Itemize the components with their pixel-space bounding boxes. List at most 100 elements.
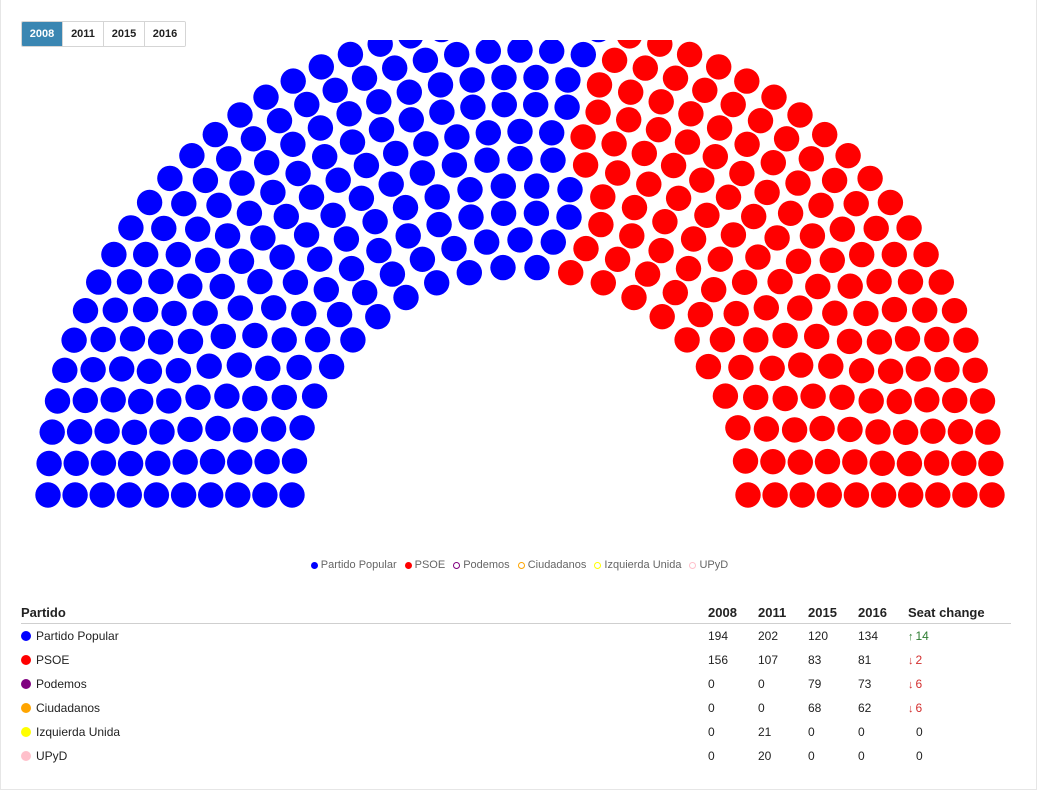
seat-dot	[652, 209, 678, 235]
seat-dot	[734, 131, 760, 157]
party-cell: PSOE	[21, 648, 708, 672]
seat-dot	[808, 192, 834, 218]
seat-dot	[396, 79, 422, 105]
seat-dot	[226, 352, 252, 378]
seat-dot	[80, 357, 106, 383]
seat-change-value: 14	[915, 629, 929, 643]
tab-2011[interactable]: 2011	[63, 22, 104, 46]
seat-dot	[72, 298, 99, 324]
seat-dot	[491, 64, 517, 91]
tab-2015[interactable]: 2015	[104, 22, 145, 46]
legend-item[interactable]: UPyD	[689, 559, 728, 571]
seat-dot	[491, 92, 517, 118]
seat-dot	[429, 99, 455, 125]
seat-dot	[507, 40, 533, 63]
seat-dot	[819, 247, 845, 273]
tab-2008[interactable]: 2008	[22, 22, 63, 46]
seat-dot	[764, 225, 790, 251]
seat-dot	[490, 254, 516, 281]
seat-dot	[214, 223, 241, 249]
seat-dot	[318, 353, 345, 380]
seat-dot	[798, 146, 824, 172]
seat-dot	[426, 211, 452, 238]
seat-dot	[978, 450, 1004, 477]
seat-dot	[753, 295, 779, 321]
seat-dot	[662, 65, 689, 91]
legend-item[interactable]: Ciudadanos	[517, 559, 586, 571]
seat-dot	[848, 358, 875, 384]
legend-item[interactable]: PSOE	[404, 559, 445, 571]
legend-item[interactable]: Partido Popular	[310, 559, 397, 571]
seat-dot	[694, 202, 720, 228]
seat-dot	[413, 131, 439, 157]
seat-dot	[849, 241, 875, 268]
party-color-dot	[21, 655, 31, 665]
seat-dot	[179, 143, 205, 169]
seat-dot	[788, 352, 814, 378]
seat-dot	[787, 102, 813, 128]
seat-dot	[692, 77, 718, 103]
seat-dot	[348, 185, 375, 211]
seat-dot	[975, 419, 1001, 445]
seat-dot	[743, 327, 769, 353]
arrow-down-icon: ↓	[908, 679, 914, 691]
seat-dot	[836, 328, 863, 355]
seat-dot	[66, 419, 93, 445]
seat-dot	[632, 55, 658, 81]
seat-dot	[118, 215, 144, 241]
seat-dot	[837, 273, 863, 299]
seat-dot	[128, 388, 154, 415]
seat-dot	[590, 270, 616, 296]
seat-dot	[192, 167, 219, 194]
seat-dot	[953, 327, 979, 353]
arrow-up-icon: ↑	[908, 631, 914, 643]
legend-swatch	[310, 561, 318, 569]
seat-dot	[225, 482, 251, 508]
seat-dot	[214, 383, 240, 409]
seat-dot	[877, 358, 904, 384]
seat-dot	[816, 482, 842, 508]
seat-dot	[524, 254, 550, 281]
seat-dot	[460, 94, 486, 120]
seat-dot	[228, 248, 255, 274]
seat-dot	[785, 170, 811, 196]
seat-dot	[353, 152, 380, 179]
seat-dot	[863, 215, 889, 242]
seat-dot	[61, 327, 87, 353]
seat-dot	[662, 279, 688, 306]
party-cell: Podemos	[21, 672, 708, 696]
seat-dot	[734, 68, 760, 94]
seat-dot	[969, 388, 996, 414]
seat-dot	[687, 301, 714, 328]
seat-dot	[524, 173, 550, 199]
seat-dot	[165, 358, 192, 384]
seat-dot	[896, 215, 922, 241]
seat-dot	[100, 387, 126, 413]
seat-dot	[689, 167, 715, 193]
legend-swatch	[404, 561, 412, 569]
seat-dot	[427, 72, 454, 98]
seat-dot	[905, 356, 931, 382]
seat-dot	[254, 150, 280, 176]
seat-dot	[351, 65, 378, 91]
seat-dot	[322, 77, 348, 103]
seat-dot	[338, 255, 365, 282]
seat-dot	[809, 415, 835, 442]
legend-swatch	[517, 561, 525, 569]
seat-dot	[706, 115, 733, 141]
hemicycle-chart	[35, 40, 1005, 508]
seat-dot	[605, 160, 631, 186]
tab-2016[interactable]: 2016	[145, 22, 185, 46]
seat-dot	[702, 144, 728, 170]
seat-dot	[121, 419, 148, 445]
seat-dot	[119, 326, 146, 352]
seat-dot	[339, 129, 366, 155]
seat-dot	[898, 482, 924, 508]
table-row: Ciudadanos 0 0 68 62 ↓ 6	[21, 696, 1011, 720]
seat-dot	[171, 191, 197, 217]
seat-dot	[660, 152, 687, 179]
legend-item[interactable]: Izquierda Unida	[594, 559, 681, 571]
seat-dot	[928, 269, 954, 295]
legend-item[interactable]: Podemos	[453, 559, 510, 571]
seat-dot	[745, 244, 771, 270]
